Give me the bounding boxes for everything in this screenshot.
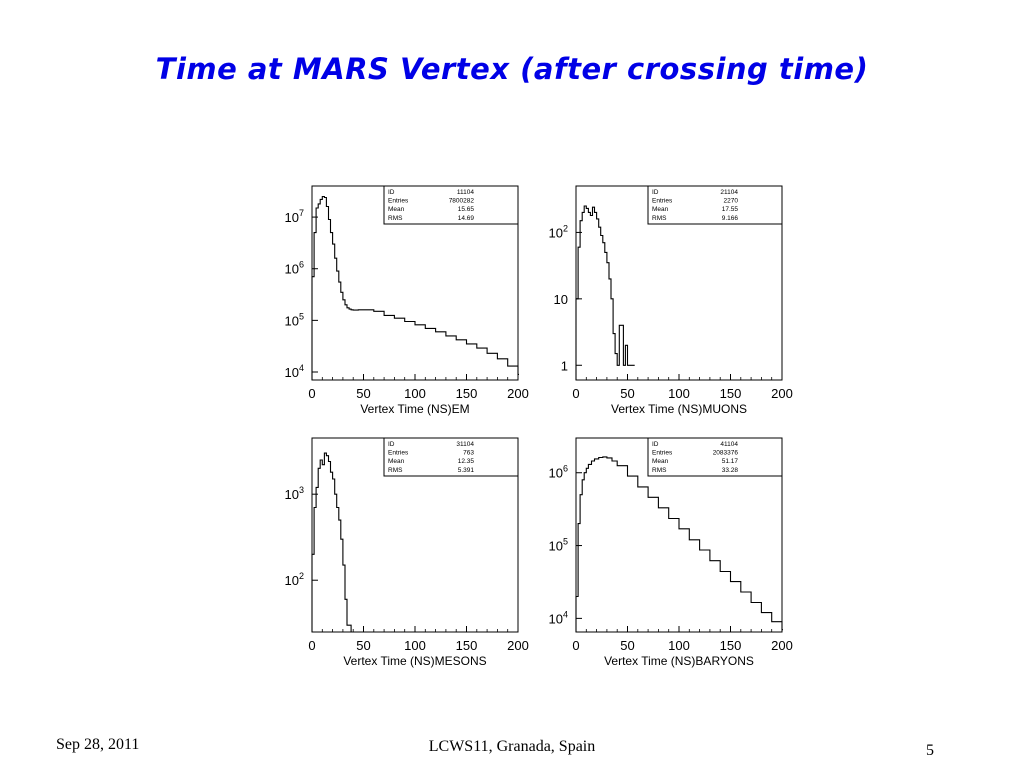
y-tick-label: 104 bbox=[285, 363, 304, 380]
x-tick-label: 100 bbox=[668, 638, 690, 653]
x-tick-label: 100 bbox=[668, 386, 690, 401]
stats-label: Mean bbox=[652, 206, 669, 213]
stats-value: 11104 bbox=[457, 189, 474, 196]
chart-em: 0 50 100 150 200 104 105 106 107 Vertex Time (NS)… bbox=[274, 180, 530, 425]
stats-value: 17.55 bbox=[722, 206, 739, 213]
stats-label: RMS bbox=[652, 215, 667, 222]
chart-baryons: 0 50 100 150 200 104 105 106 Vertex Time (NS)BAR… bbox=[538, 432, 794, 677]
x-tick-label: 0 bbox=[572, 386, 579, 401]
y-tick-label: 105 bbox=[549, 537, 568, 554]
x-tick-label: 200 bbox=[771, 386, 793, 401]
x-tick-label: 150 bbox=[720, 638, 742, 653]
y-tick-label: 102 bbox=[549, 223, 568, 240]
stats-value: 41104 bbox=[720, 441, 738, 448]
x-tick-label: 200 bbox=[507, 638, 529, 653]
stats-value: 12.35 bbox=[458, 458, 475, 465]
stats-label: RMS bbox=[652, 467, 667, 474]
stats-label: RMS bbox=[388, 215, 403, 222]
x-tick-label: 150 bbox=[720, 386, 742, 401]
stats-value: 7800282 bbox=[449, 198, 475, 205]
stats-label: RMS bbox=[388, 467, 403, 474]
x-axis-label: Vertex Time (NS)EM bbox=[360, 402, 469, 416]
stats-label: ID bbox=[652, 189, 659, 196]
x-tick-label: 50 bbox=[356, 638, 370, 653]
stats-value: 763 bbox=[463, 450, 474, 457]
y-tick-label: 104 bbox=[549, 609, 568, 626]
stats-label: Entries bbox=[388, 198, 409, 205]
x-tick-label: 50 bbox=[620, 638, 634, 653]
chart-svg: 0 50 100 150 200 102 103 Vertex Time (NS)MESONS… bbox=[285, 437, 529, 668]
histogram-series bbox=[311, 452, 359, 633]
stats-value: 33.28 bbox=[722, 467, 739, 474]
stats-label: Mean bbox=[388, 458, 405, 465]
x-tick-label: 150 bbox=[456, 638, 478, 653]
chart-svg: 0 50 100 150 200 104 105 106 107 Vertex Time (NS)… bbox=[285, 185, 529, 416]
chart-muons: 0 50 100 150 200 1 10 102 Vertex Time (NS)MUONS I… bbox=[538, 180, 794, 425]
stats-value: 5.391 bbox=[458, 467, 475, 474]
stats-value: 14.69 bbox=[458, 215, 475, 222]
x-axis-label: Vertex Time (NS)MUONS bbox=[611, 402, 747, 416]
stats-label: ID bbox=[652, 441, 659, 448]
slide-title: Time at MARS Vertex (after crossing time… bbox=[155, 52, 869, 86]
y-tick-label: 107 bbox=[285, 208, 304, 225]
x-tick-label: 50 bbox=[620, 386, 634, 401]
x-axis-label: Vertex Time (NS)BARYONS bbox=[604, 654, 754, 668]
chart-svg: 0 50 100 150 200 104 105 106 Vertex Time (NS)BAR… bbox=[549, 437, 793, 668]
footer-conference: LCWS11, Granada, Spain bbox=[428, 738, 596, 755]
stats-value: 2270 bbox=[724, 198, 739, 205]
x-tick-label: 50 bbox=[356, 386, 370, 401]
stats-label: Entries bbox=[388, 450, 409, 457]
stats-value: 31104 bbox=[456, 441, 474, 448]
x-tick-label: 200 bbox=[507, 386, 529, 401]
stats-label: Mean bbox=[652, 458, 669, 465]
stats-box bbox=[647, 437, 783, 477]
stats-value: 15.65 bbox=[458, 206, 475, 213]
histogram-series bbox=[575, 456, 783, 632]
x-tick-label: 0 bbox=[308, 638, 315, 653]
stats-label: ID bbox=[388, 189, 395, 196]
stats-label: Entries bbox=[652, 198, 673, 205]
histogram-series bbox=[575, 205, 635, 380]
histogram-series bbox=[311, 195, 519, 380]
y-tick-label: 105 bbox=[285, 311, 304, 328]
stats-label: ID bbox=[388, 441, 395, 448]
x-axis-label: Vertex Time (NS)MESONS bbox=[343, 654, 486, 668]
footer-date: Sep 28, 2011 bbox=[56, 736, 140, 753]
stats-value: 51.17 bbox=[722, 458, 739, 465]
y-tick-label: 102 bbox=[285, 571, 304, 588]
stats-value: 9.166 bbox=[722, 215, 739, 222]
stats-value: 2083376 bbox=[713, 450, 739, 457]
x-tick-label: 100 bbox=[404, 386, 426, 401]
stats-label: Entries bbox=[652, 450, 673, 457]
x-tick-label: 150 bbox=[456, 386, 478, 401]
y-tick-label: 106 bbox=[549, 464, 568, 481]
y-tick-label: 103 bbox=[285, 485, 304, 502]
stats-box bbox=[383, 437, 519, 477]
y-tick-label: 106 bbox=[285, 260, 304, 277]
y-tick-label: 1 bbox=[561, 358, 568, 373]
x-tick-label: 100 bbox=[404, 638, 426, 653]
y-tick-label: 10 bbox=[554, 292, 568, 307]
stats-box bbox=[383, 185, 519, 225]
stats-box bbox=[647, 185, 783, 225]
stats-value: 21104 bbox=[720, 189, 738, 196]
chart-mesons: 0 50 100 150 200 102 103 Vertex Time (NS)MESONS… bbox=[274, 432, 530, 677]
chart-svg: 0 50 100 150 200 1 10 102 Vertex Time (NS)MUONS I… bbox=[549, 185, 793, 416]
page-number: 5 bbox=[926, 742, 934, 759]
x-tick-label: 0 bbox=[572, 638, 579, 653]
x-tick-label: 200 bbox=[771, 638, 793, 653]
stats-label: Mean bbox=[388, 206, 405, 213]
x-tick-label: 0 bbox=[308, 386, 315, 401]
